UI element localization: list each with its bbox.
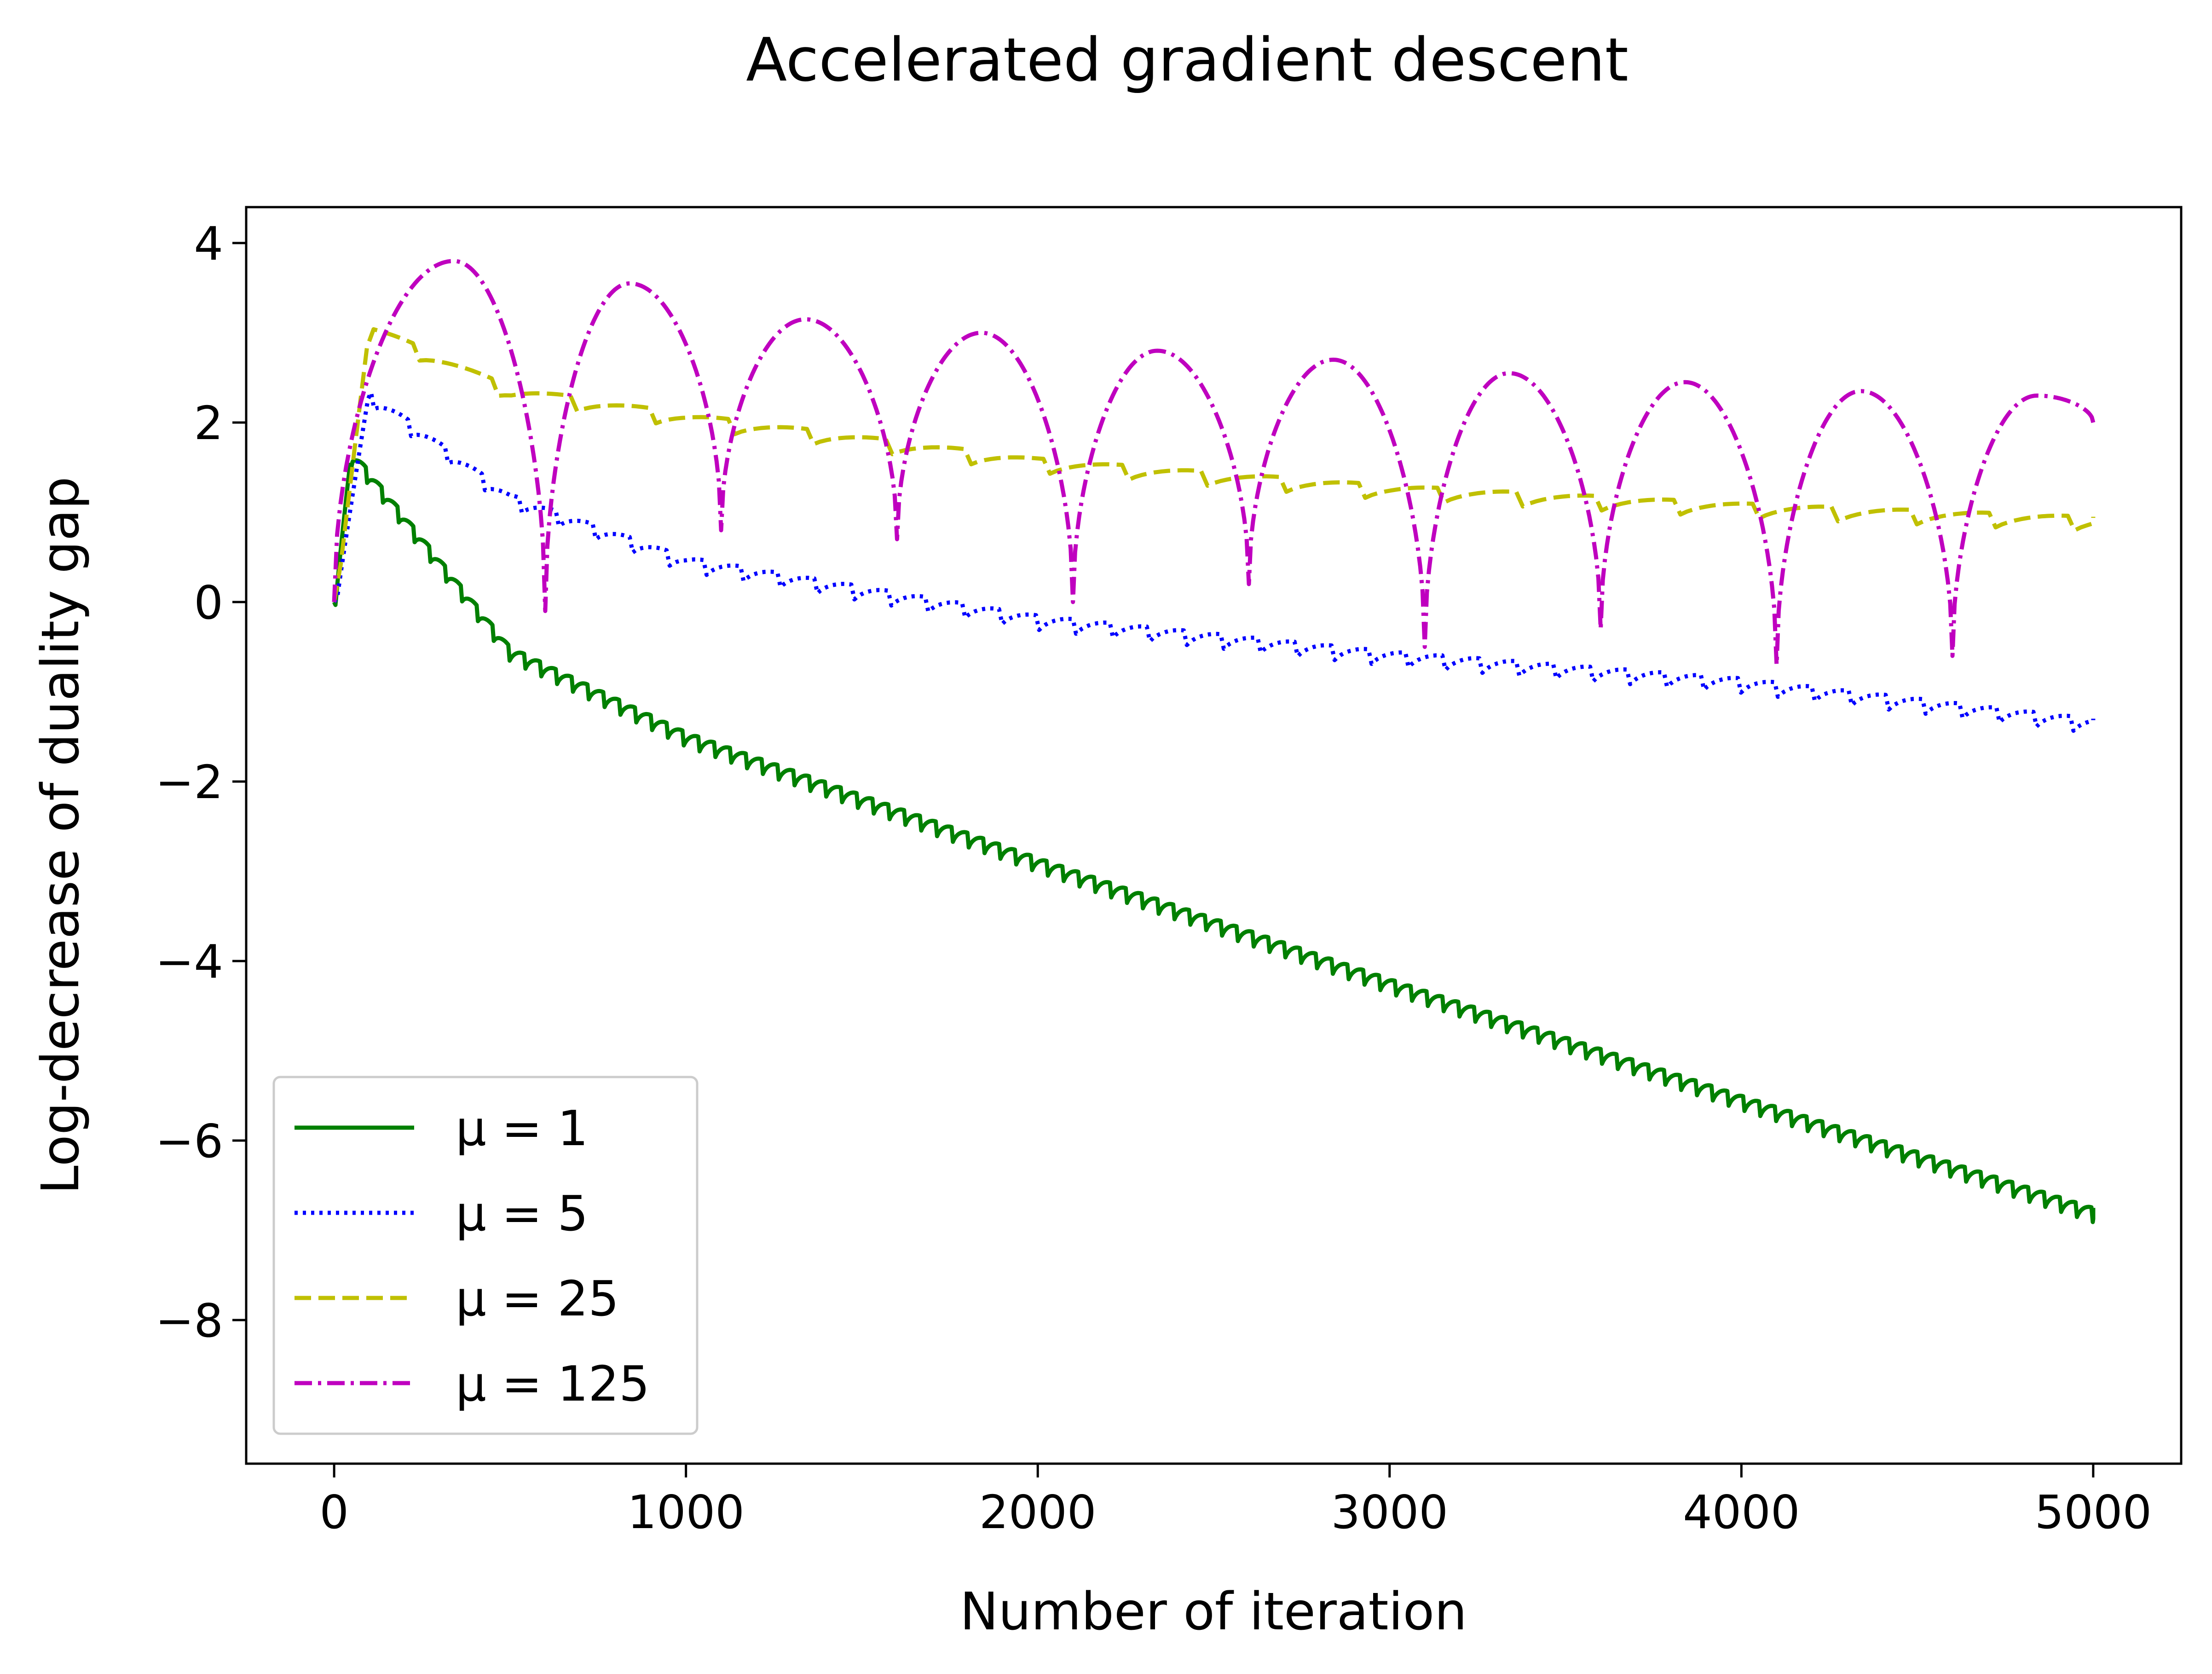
y-axis-ticks: 4 2 0 −2 −4 −6 −8 [156, 217, 246, 1348]
y-tick-label: 4 [194, 217, 223, 271]
chart-title: Accelerated gradient descent [746, 25, 1629, 95]
legend-label-1: μ = 1 [456, 1101, 588, 1157]
x-tick-label: 1000 [627, 1485, 745, 1539]
legend-box [272, 1076, 699, 1435]
y-tick-label: 2 [194, 396, 223, 450]
x-tick-label: 2000 [979, 1485, 1097, 1539]
series-line-1 [332, 458, 2096, 1224]
y-tick-label: −2 [156, 755, 223, 809]
legend: μ = 1 μ = 5 μ = 25 μ = 125 [272, 1076, 699, 1435]
legend-label-2: μ = 5 [456, 1186, 588, 1242]
y-tick-label: −6 [156, 1114, 223, 1168]
series-line-4 [332, 259, 2096, 667]
legend-label-3: μ = 25 [456, 1271, 619, 1327]
series-line-2 [332, 390, 2096, 733]
y-axis-label: Log-decrease of duality gap [31, 476, 91, 1194]
x-axis-label: Number of iteration [960, 1582, 1467, 1642]
x-tick-label: 5000 [2035, 1485, 2152, 1539]
legend-items: μ = 1 μ = 5 μ = 25 μ = 125 [295, 1101, 650, 1412]
x-axis-ticks: 0 1000 2000 3000 4000 5000 [319, 1464, 2152, 1539]
plot-series-group [332, 259, 2096, 1224]
series-line-3 [332, 327, 2096, 602]
y-tick-label: −8 [156, 1294, 223, 1348]
plot-area-frame [245, 206, 2183, 1465]
x-tick-label: 3000 [1331, 1485, 1449, 1539]
legend-label-4: μ = 125 [456, 1356, 650, 1412]
y-tick-label: 0 [194, 576, 223, 630]
y-tick-label: −4 [156, 935, 223, 989]
x-tick-label: 0 [319, 1485, 349, 1539]
x-tick-label: 4000 [1683, 1485, 1800, 1539]
